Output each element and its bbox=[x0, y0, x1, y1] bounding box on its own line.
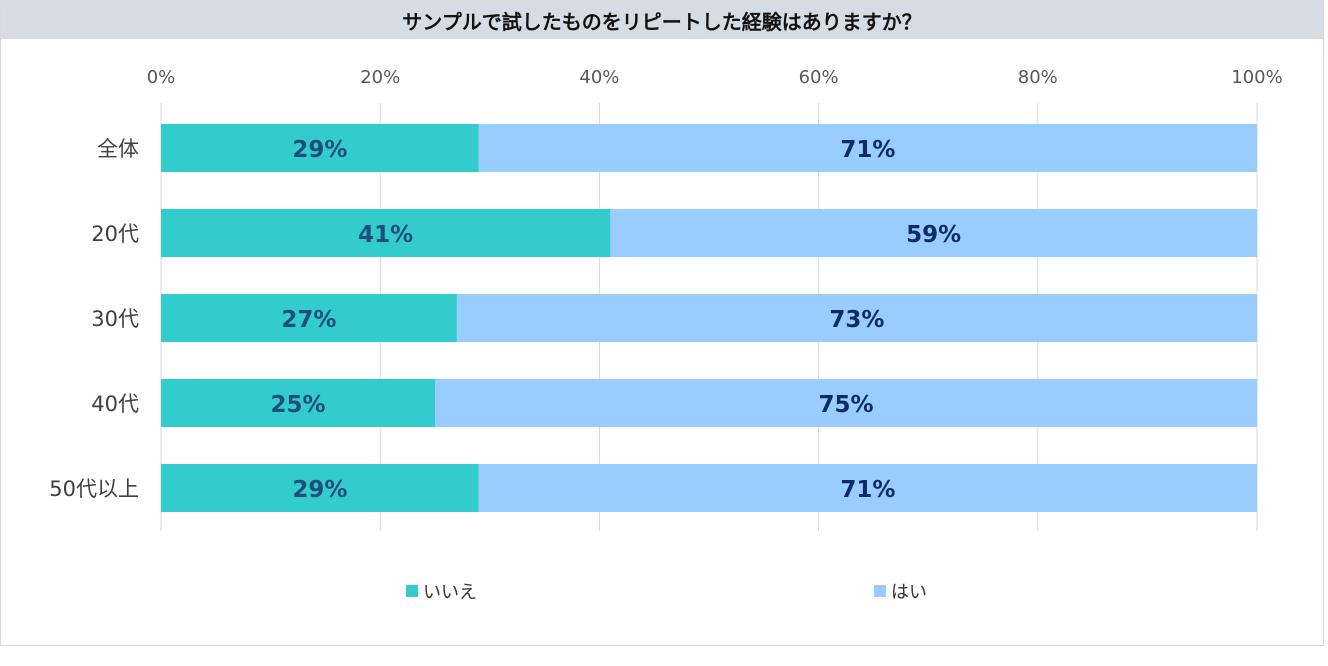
chart-title: サンプルで試したものをリピートした経験はありますか？ bbox=[1, 1, 1323, 39]
bar-segment-yes bbox=[610, 209, 1257, 257]
bar-segment-no bbox=[161, 379, 435, 427]
x-tick-label: 0% bbox=[147, 67, 176, 88]
bar-segment-yes bbox=[435, 379, 1257, 427]
data-label: 75% bbox=[818, 392, 873, 418]
data-label: 71% bbox=[840, 137, 895, 163]
bar-segment-yes bbox=[478, 464, 1258, 512]
category-label: 全体 bbox=[97, 137, 139, 161]
bar-segment-no bbox=[161, 124, 479, 172]
legend-swatch bbox=[406, 585, 418, 597]
x-tick-label: 100% bbox=[1231, 67, 1282, 88]
x-tick-label: 20% bbox=[360, 67, 400, 88]
stacked-bar-chart: 0% 20% 40% 60% 80% 100% 全体 20代 30代 40代 50代以上 29% 7… bbox=[49, 67, 1283, 603]
legend-swatch bbox=[874, 585, 886, 597]
legend-label: いいえ bbox=[423, 582, 477, 603]
x-tick-label: 40% bbox=[579, 67, 619, 88]
category-labels: 全体 20代 30代 40代 50代以上 bbox=[49, 137, 139, 501]
data-label: 25% bbox=[270, 392, 325, 418]
legend-label: はい bbox=[891, 582, 927, 603]
x-tick-label: 80% bbox=[1018, 67, 1058, 88]
category-label: 20代 bbox=[91, 222, 139, 246]
chart-frame: サンプルで試したものをリピートした経験はありますか？ 0% 20% 40% 60% 80… bbox=[0, 0, 1324, 646]
legend: いいえ はい bbox=[406, 582, 927, 603]
bar-segment-yes bbox=[478, 124, 1258, 172]
bar-segment-no bbox=[161, 209, 611, 257]
data-labels: 29% 71% 41% 59% 27% 73% 25% 75% 29% 71% bbox=[270, 137, 961, 503]
x-tick-label: 60% bbox=[799, 67, 839, 88]
data-label: 29% bbox=[292, 137, 347, 163]
bar-segment-no bbox=[161, 294, 457, 342]
data-label: 41% bbox=[358, 222, 413, 248]
category-label: 40代 bbox=[91, 392, 139, 416]
data-label: 73% bbox=[829, 307, 884, 333]
data-label: 27% bbox=[281, 307, 336, 333]
data-label: 71% bbox=[840, 477, 895, 503]
category-label: 50代以上 bbox=[49, 477, 139, 501]
bars bbox=[161, 124, 1258, 512]
data-label: 59% bbox=[906, 222, 961, 248]
x-axis-ticks: 0% 20% 40% 60% 80% 100% bbox=[147, 67, 1283, 88]
data-label: 29% bbox=[292, 477, 347, 503]
bar-segment-no bbox=[161, 464, 479, 512]
bar-segment-yes bbox=[456, 294, 1257, 342]
category-label: 30代 bbox=[91, 307, 139, 331]
